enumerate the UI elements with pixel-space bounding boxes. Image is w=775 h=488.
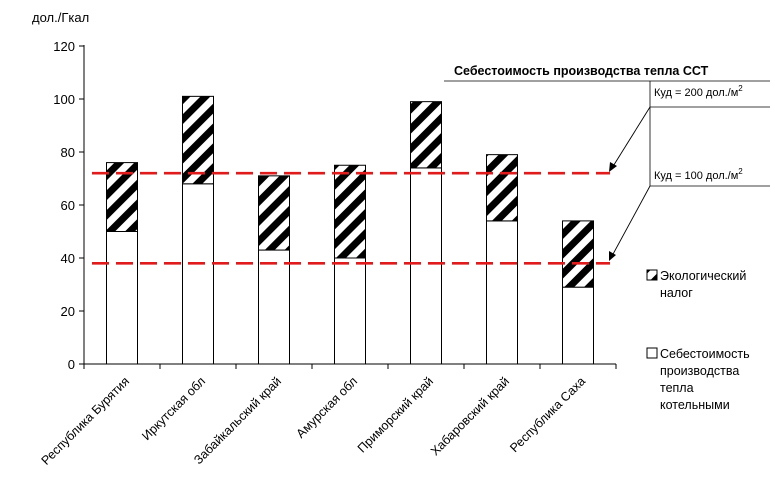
y-tick-label: 80: [61, 145, 75, 160]
ref-label-200: Куд = 200 дол./м2: [654, 84, 743, 99]
y-axis-label: дол./Гкал: [32, 10, 89, 25]
annotation-title: Себестоимость производства тепла ССТ: [454, 64, 709, 78]
y-tick-label: 120: [53, 39, 75, 54]
bar-cost: [562, 286, 594, 365]
y-tick-label: 20: [61, 304, 75, 319]
category-label: Приморский край: [355, 374, 436, 455]
y-tick-label: 0: [68, 357, 75, 372]
bar-cost: [334, 257, 366, 365]
category-label: Республика Бурятия: [39, 374, 133, 468]
legend-label-cost: Себестоимость производства тепла котельн…: [660, 347, 753, 412]
y-tick-label: 60: [61, 198, 75, 213]
legend-label-tax: Экологический налог: [660, 269, 750, 300]
category-label: Амурская обл: [294, 374, 361, 441]
y-tick-label: 40: [61, 251, 75, 266]
bar-cost: [486, 220, 518, 365]
category-label: Республика Саха: [507, 374, 588, 455]
bar-cost: [182, 183, 214, 365]
arrowhead-200: [609, 162, 617, 172]
bar-cost: [106, 231, 138, 365]
category-label: Забайкальский край: [191, 374, 284, 467]
bar-tax: [410, 101, 442, 169]
bar-cost: [258, 249, 290, 365]
legend-swatch-empty: [646, 347, 658, 359]
arrowhead-100: [609, 251, 616, 261]
bar-tax: [562, 220, 594, 288]
category-label: Иркутская обл: [139, 374, 208, 443]
ref-label-100: Куд = 100 дол./м2: [654, 167, 743, 182]
bar-tax: [334, 164, 366, 259]
category-label: Хабаровский край: [428, 374, 512, 458]
bar-tax: [486, 154, 518, 222]
bar-cost: [410, 167, 442, 365]
y-tick-label: 100: [53, 92, 75, 107]
ref-arrow-100: [611, 185, 651, 257]
bar-tax: [182, 95, 214, 185]
bar-tax: [258, 175, 290, 251]
legend-swatch-hatched: [646, 269, 658, 281]
ref-arrow-200: [611, 106, 651, 169]
